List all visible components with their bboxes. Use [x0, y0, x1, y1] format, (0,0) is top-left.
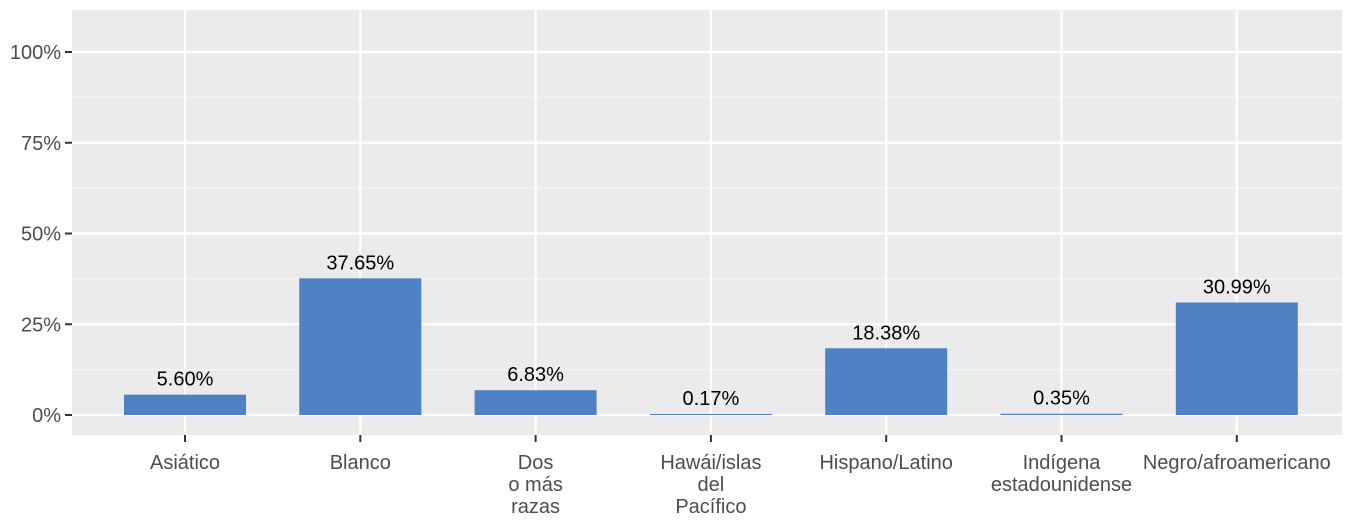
- y-tick-label: 100%: [10, 42, 61, 64]
- data-labels: 5.60% 37.65% 6.83% 0.17% 18.38% 0.35% 30.99%: [157, 252, 1271, 410]
- bars: [124, 278, 1298, 415]
- x-category-label: Hispano/Latino: [819, 452, 952, 474]
- bar: [299, 278, 422, 415]
- bar-value-label: 0.17%: [683, 388, 740, 410]
- bar: [649, 414, 772, 415]
- bar-value-label: 6.83%: [507, 364, 564, 386]
- bar: [124, 394, 246, 415]
- bar: [1175, 302, 1298, 415]
- x-category-label: Indígena estadounidense: [991, 452, 1132, 496]
- x-category-label: Negro/afroamericano: [1143, 452, 1331, 474]
- bar-value-label: 18.38%: [852, 322, 920, 344]
- x-axis: Asiático Blanco Dos o más razas Hawái/islas de…: [150, 435, 1331, 518]
- bar: [825, 348, 948, 415]
- y-tick-label: 50%: [21, 224, 61, 246]
- bar: [474, 390, 597, 415]
- y-tick-label: 25%: [21, 314, 61, 336]
- x-category-label: Hawái/islas del Pacífico: [660, 452, 761, 518]
- bar-value-label: 5.60%: [157, 369, 214, 391]
- bar-value-label: 37.65%: [326, 252, 394, 274]
- y-tick-label: 75%: [21, 133, 61, 155]
- plot-panel: [72, 10, 1342, 435]
- x-category-label: Asiático: [150, 452, 220, 474]
- x-category-label: Dos o más razas: [508, 452, 562, 518]
- bar: [1000, 413, 1123, 415]
- y-tick-label: 0%: [32, 405, 61, 427]
- bar-value-label: 30.99%: [1203, 277, 1271, 299]
- bar-value-label: 0.35%: [1033, 388, 1090, 410]
- x-category-label: Blanco: [330, 452, 391, 474]
- minor-gridlines: [72, 96, 1342, 371]
- y-axis: 0% 25% 50% 75% 100%: [10, 42, 72, 427]
